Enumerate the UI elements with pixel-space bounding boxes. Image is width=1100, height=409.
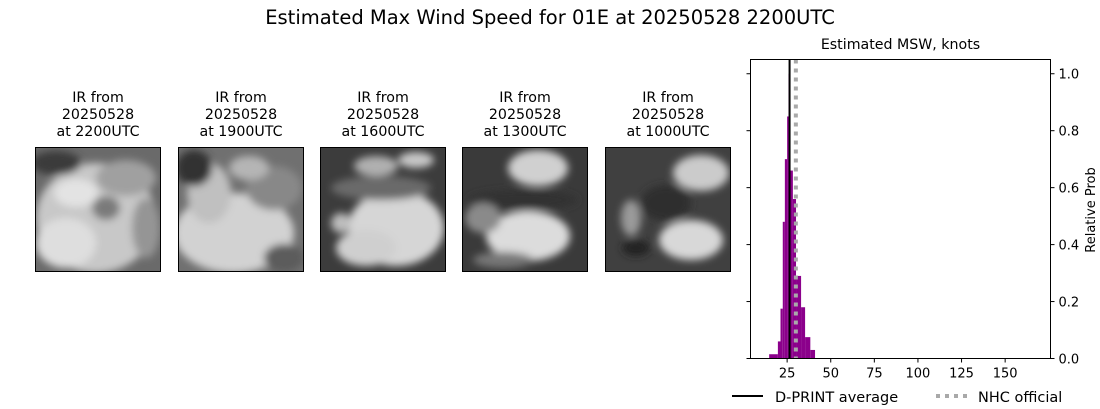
ir-title-time: at 1900UTC xyxy=(199,124,283,140)
y-tick-label: 0.4 xyxy=(1059,239,1080,254)
ir-panel-title: IR from 20250528 at 2200UTC xyxy=(15,90,181,141)
x-tick-label: 75 xyxy=(866,367,883,382)
figure-suptitle: Estimated Max Wind Speed for 01E at 2025… xyxy=(265,6,835,29)
y-tick-label: 0.8 xyxy=(1059,125,1080,140)
histogram-bar xyxy=(780,308,783,359)
legend: D-PRINT average NHC official xyxy=(732,390,1062,406)
histogram-bar xyxy=(801,307,806,359)
x-axis-ticks: 25 50 75 100 125 150 xyxy=(779,358,1018,382)
histogram-bars xyxy=(769,73,816,359)
ir-panel-title: IR from 20250528 at 1900UTC xyxy=(158,90,324,141)
x-tick-label: 25 xyxy=(779,367,796,382)
legend-nhc-label: NHC official xyxy=(978,390,1062,406)
ir-satellite-image xyxy=(178,147,304,272)
legend-dprint-label: D-PRINT average xyxy=(775,390,898,406)
histogram-bar xyxy=(769,354,778,359)
ir-panel-title: IR from 20250528 at 1300UTC xyxy=(442,90,608,141)
ir-title-date: 20250528 xyxy=(204,107,278,123)
y-tick-label: 0.2 xyxy=(1059,296,1080,311)
ir-title-line: IR from xyxy=(499,90,551,106)
ir-title-date: 20250528 xyxy=(488,107,562,123)
y-tick-label: 1.0 xyxy=(1059,68,1080,83)
histogram-bar xyxy=(796,275,802,359)
ir-title-date: 20250528 xyxy=(346,107,420,123)
x-tick-label: 150 xyxy=(993,367,1018,382)
x-tick-label: 50 xyxy=(822,367,839,382)
ir-title-date: 20250528 xyxy=(631,107,705,123)
plot-frame xyxy=(750,59,1051,359)
ir-title-time: at 1300UTC xyxy=(483,124,567,140)
y-tick-label: 0.6 xyxy=(1059,182,1080,197)
x-tick-label: 125 xyxy=(949,367,974,382)
reference-lines xyxy=(788,59,798,359)
ir-title-date: 20250528 xyxy=(61,107,135,123)
ir-title-line: IR from xyxy=(215,90,267,106)
ir-panel-title: IR from 20250528 at 1600UTC xyxy=(300,90,466,141)
ir-satellite-image xyxy=(462,147,588,272)
ir-title-line: IR from xyxy=(357,90,409,106)
histogram-title: Estimated MSW, knots xyxy=(820,37,981,53)
ir-panel-title: IR from 20250528 at 1000UTC xyxy=(585,90,751,141)
ir-satellite-image xyxy=(605,147,731,272)
ir-satellite-image xyxy=(35,147,161,272)
ir-title-time: at 1600UTC xyxy=(341,124,425,140)
ir-title-line: IR from xyxy=(642,90,694,106)
y-axis-label: Relative Prob xyxy=(1084,167,1099,252)
histogram-bar xyxy=(810,349,816,359)
y-axis-ticks: 0.0 0.2 0.4 0.6 0.8 1.0 xyxy=(746,68,1080,368)
histogram-bar xyxy=(787,116,789,359)
histogram-bar xyxy=(777,341,781,359)
x-tick-label: 100 xyxy=(906,367,931,382)
histogram-bar xyxy=(784,159,788,359)
y-tick-label: 0.0 xyxy=(1059,353,1080,368)
histogram-bar xyxy=(782,221,785,359)
ir-title-line: IR from xyxy=(72,90,124,106)
ir-title-time: at 2200UTC xyxy=(56,124,140,140)
histogram-bar xyxy=(790,170,793,359)
ir-satellite-image xyxy=(320,147,446,272)
histogram-bar xyxy=(805,337,811,359)
ir-title-time: at 1000UTC xyxy=(626,124,710,140)
